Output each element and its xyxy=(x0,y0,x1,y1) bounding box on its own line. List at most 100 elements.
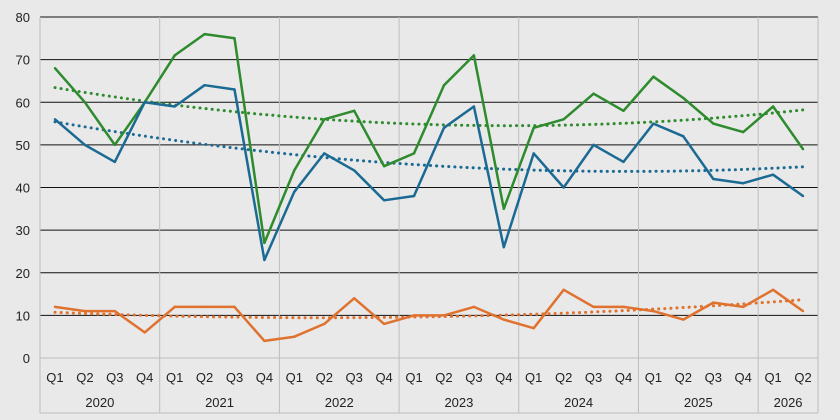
data-point xyxy=(382,322,386,326)
data-point xyxy=(562,118,565,121)
trendline-layer xyxy=(53,86,805,320)
data-point xyxy=(592,92,595,95)
x-tick-label: Q2 xyxy=(555,370,572,385)
series-layer xyxy=(53,32,805,343)
data-point xyxy=(472,54,476,57)
data-point xyxy=(741,130,745,134)
y-tick-label: 30 xyxy=(16,223,30,238)
x-tick-label: Q3 xyxy=(106,370,123,385)
x-tick-label: Q3 xyxy=(346,370,363,385)
data-point xyxy=(263,339,266,343)
data-point xyxy=(712,177,715,181)
data-point xyxy=(771,288,775,291)
data-point xyxy=(113,160,117,164)
data-point xyxy=(173,105,176,108)
x-tick-label: Q3 xyxy=(465,370,482,385)
data-point xyxy=(682,318,685,321)
data-point xyxy=(113,143,117,147)
data-point xyxy=(113,309,117,313)
data-point xyxy=(652,309,655,313)
x-tick-label: Q1 xyxy=(166,370,183,385)
data-point xyxy=(412,194,416,198)
trendline-2 xyxy=(53,120,805,173)
data-point xyxy=(83,309,87,313)
x-tick-label: Q2 xyxy=(76,370,93,385)
x-tick-label: Q3 xyxy=(585,370,602,385)
x-tick-label: Q1 xyxy=(645,370,662,385)
data-point xyxy=(652,75,655,78)
data-point xyxy=(293,335,296,338)
data-point xyxy=(502,207,506,211)
x-tick-label: Q1 xyxy=(525,370,542,385)
data-point xyxy=(352,109,356,112)
x-tick-label: Q4 xyxy=(735,370,752,385)
data-point xyxy=(622,109,625,112)
x-tick-label: Q3 xyxy=(226,370,243,385)
x-tick-label: Q3 xyxy=(705,370,722,385)
data-point xyxy=(412,314,416,317)
data-point xyxy=(622,160,625,164)
data-point xyxy=(53,66,57,70)
x-tick-label: Q2 xyxy=(675,370,692,385)
data-point xyxy=(53,305,57,309)
y-tick-label: 80 xyxy=(16,10,30,25)
year-label: 2024 xyxy=(564,395,593,410)
data-point xyxy=(771,105,775,108)
x-tick-label: Q4 xyxy=(375,370,392,385)
data-point xyxy=(502,245,506,249)
data-point xyxy=(203,305,206,309)
data-point xyxy=(412,152,416,155)
series-line-2 xyxy=(54,83,804,262)
x-tick-label: Q1 xyxy=(286,370,303,385)
x-tick-label: Q4 xyxy=(256,370,273,385)
data-point xyxy=(801,309,805,313)
x-tick-label: Q1 xyxy=(46,370,63,385)
data-point xyxy=(682,96,685,100)
data-point xyxy=(712,301,715,304)
data-point xyxy=(712,122,715,125)
data-point xyxy=(263,241,266,245)
y-tick-label: 20 xyxy=(16,266,30,281)
y-tick-label: 70 xyxy=(16,53,30,68)
year-label: 2022 xyxy=(325,395,354,410)
y-tick-label: 60 xyxy=(16,95,30,110)
data-point xyxy=(143,101,146,104)
y-tick-label: 50 xyxy=(16,138,30,153)
data-point xyxy=(293,190,296,193)
grid-layer xyxy=(39,16,819,359)
data-point xyxy=(203,32,206,36)
axis-layer xyxy=(39,357,819,414)
data-point xyxy=(622,305,625,309)
series-line-3 xyxy=(54,288,804,343)
data-point xyxy=(263,258,266,262)
data-point xyxy=(652,122,655,125)
data-point xyxy=(502,318,506,321)
x-tick-label: Q1 xyxy=(764,370,781,385)
data-point xyxy=(53,118,57,121)
data-point xyxy=(352,169,356,172)
x-tick-label: Q2 xyxy=(316,370,333,385)
data-point xyxy=(323,152,326,155)
data-point xyxy=(382,164,386,168)
data-point xyxy=(562,288,565,291)
data-point xyxy=(323,118,326,121)
x-tick-label: Q4 xyxy=(136,370,153,385)
x-tick-label: Q2 xyxy=(196,370,213,385)
label-layer: 0 10 20 30 40 50 60 70 80 Q1 Q2 Q3 Q4 Q1 Q2 Q3 Q4 Q1 Q2 Q3 Q… xyxy=(16,10,812,410)
data-point xyxy=(293,169,296,172)
x-tick-label: Q2 xyxy=(435,370,452,385)
y-tick-label: 0 xyxy=(23,351,30,366)
data-point xyxy=(592,305,595,309)
data-point xyxy=(801,147,805,151)
data-point xyxy=(83,101,87,104)
data-point xyxy=(771,173,775,176)
data-point xyxy=(682,135,685,138)
year-label: 2021 xyxy=(205,395,234,410)
data-point xyxy=(442,314,446,317)
series-line-1 xyxy=(54,32,805,245)
data-point xyxy=(442,84,446,87)
trendline-3 xyxy=(53,298,805,320)
data-point xyxy=(233,88,236,91)
